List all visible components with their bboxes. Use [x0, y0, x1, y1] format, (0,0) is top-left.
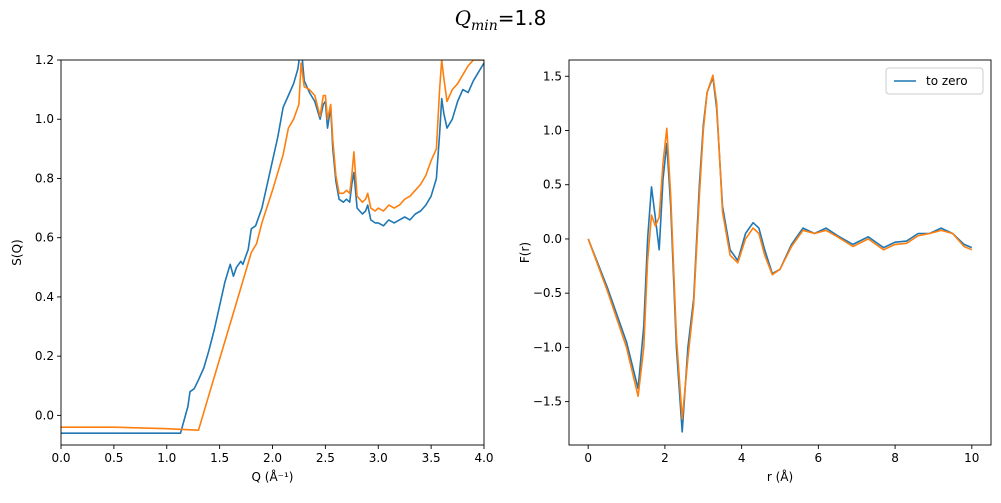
- legend: to zero: [885, 67, 984, 95]
- x-tick-label: 0: [584, 451, 592, 465]
- y-tick-label: −1.0: [533, 340, 562, 354]
- x-tick-label: 10: [964, 451, 979, 465]
- chart-panel-0: 0.0 0.5 1.0 1.5 2.0 2.5 3.0 3.5 4.0 0.0 0.2 0.4 0.6 0…: [10, 53, 494, 484]
- x-tick-label: 4: [738, 451, 746, 465]
- x-tick-label: 1.0: [157, 451, 176, 465]
- series-line-1-0: [587, 76, 973, 433]
- y-tick-label: 0.2: [35, 349, 54, 363]
- x-tick-label: 0.0: [51, 451, 70, 465]
- title-symbol: Q: [454, 6, 472, 30]
- y-tick-label: 0.6: [35, 231, 54, 245]
- x-tick-label: 2: [661, 451, 669, 465]
- x-tick-label: 6: [815, 451, 823, 465]
- y-tick-label: 1.5: [543, 69, 562, 83]
- y-tick-label: 1.2: [35, 53, 54, 67]
- y-tick-label: 1.0: [35, 112, 54, 126]
- y-axis-label: F(r): [518, 242, 532, 263]
- x-tick-label: 1.5: [210, 451, 229, 465]
- x-tick-label: 0.5: [104, 451, 123, 465]
- figure-title: Qmin=1.8: [0, 6, 1001, 34]
- x-tick-label: 2.0: [263, 451, 282, 465]
- axes-frame: [568, 59, 992, 446]
- x-tick-label: 4.0: [474, 451, 493, 465]
- axes-frame: [60, 59, 485, 446]
- series-line-0-0: [61, 60, 484, 434]
- legend-box: [885, 67, 984, 95]
- x-tick-label: 3.5: [422, 451, 441, 465]
- y-tick-label: 0.0: [35, 408, 54, 422]
- legend-label: to zero: [926, 74, 968, 88]
- title-subscript: min: [471, 18, 498, 34]
- y-tick-label: −0.5: [533, 286, 562, 300]
- series-line-1-1: [587, 74, 973, 420]
- x-tick-label: 8: [891, 451, 899, 465]
- y-axis-label: S(Q): [10, 239, 24, 265]
- y-tick-label: 1.0: [543, 123, 562, 137]
- chart-panel-1: 0 2 4 6 8 10 −1.5 −1.0 −0.5 0.0 0.5 1.0 1.5 r (Å) F(r)…: [518, 59, 992, 484]
- y-tick-label: 0.4: [35, 290, 54, 304]
- x-axis-label: Q (Å⁻¹): [252, 469, 294, 484]
- title-value: =1.8: [497, 6, 547, 30]
- y-tick-label: −1.5: [533, 395, 562, 409]
- x-axis-label: r (Å): [767, 469, 793, 484]
- x-tick-label: 3.0: [369, 451, 388, 465]
- x-tick-label: 2.5: [316, 451, 335, 465]
- y-tick-label: 0.0: [543, 232, 562, 246]
- series-line-0-1: [61, 60, 484, 431]
- y-tick-label: 0.5: [543, 178, 562, 192]
- y-tick-label: 0.8: [35, 171, 54, 185]
